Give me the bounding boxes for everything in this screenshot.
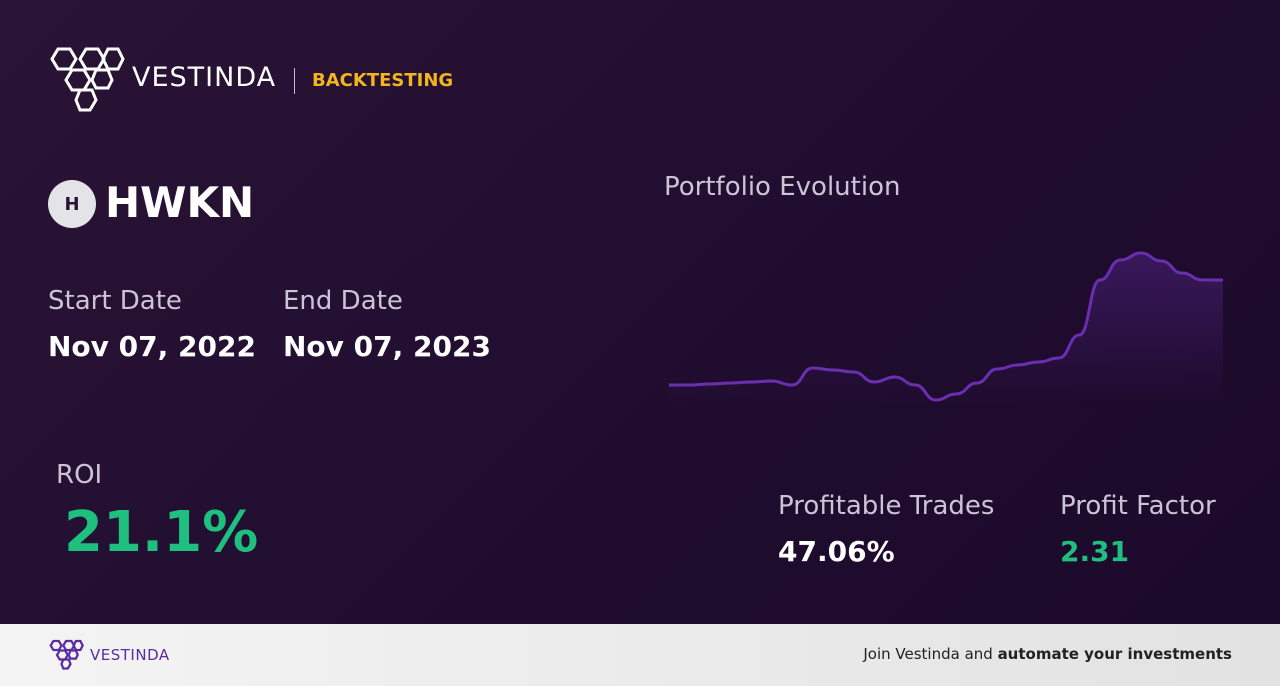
footer — [0, 624, 1280, 686]
area — [669, 253, 1223, 405]
ticker-icon: H — [48, 180, 96, 228]
ticker: HWKN — [105, 178, 255, 227]
profitable-trades: 47.06% — [778, 535, 895, 568]
line — [668, 251, 1223, 402]
footer-cta: Join Vestinda and — [863, 645, 998, 663]
logo — [50, 47, 125, 112]
brand: VESTINDA — [132, 62, 277, 93]
footer-brand: VESTINDA — [90, 646, 170, 664]
end-date: Nov 07, 2023 — [283, 330, 491, 363]
section-label: BACKTESTING — [312, 70, 454, 91]
roi: 21.1% — [64, 500, 259, 565]
footer-cta-emphasis: automate your investments — [997, 645, 1232, 663]
start-date: Nov 07, 2022 — [48, 330, 256, 363]
chart-title: Portfolio Evolution — [664, 172, 900, 202]
footer-logo — [49, 639, 84, 670]
start-date-label: Start Date — [48, 286, 182, 316]
end-date-label: End Date — [283, 286, 403, 316]
profitable-trades-label: Profitable Trades — [778, 491, 995, 521]
footer-text: Join Vestinda and automate your investme… — [863, 645, 1232, 663]
profit-factor: 2.31 — [1060, 535, 1130, 568]
roi-label: ROI — [56, 460, 103, 490]
chart: Portfolio Evolution — [664, 172, 1223, 405]
profit-factor-label: Profit Factor — [1060, 491, 1216, 521]
card: VESTINDA BACKTESTING H HWKN Start Date N… — [0, 0, 1280, 624]
separator — [294, 68, 295, 94]
